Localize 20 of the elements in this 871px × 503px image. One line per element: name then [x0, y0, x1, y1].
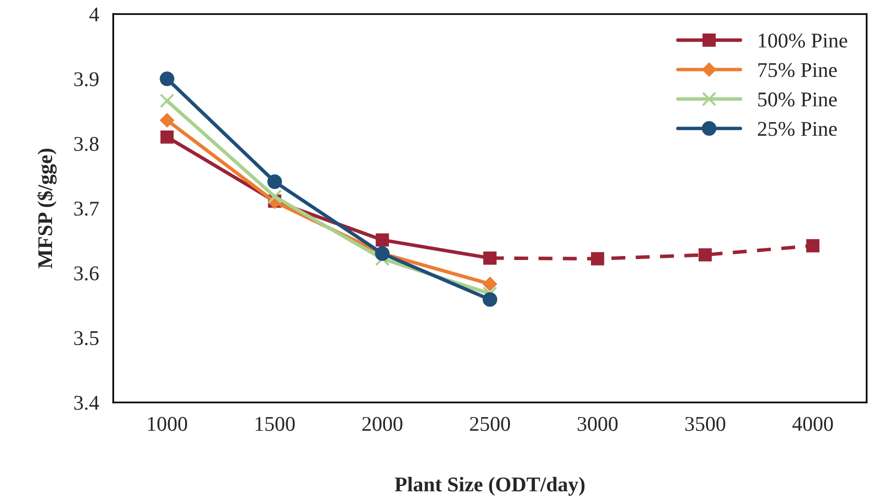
x-tick-label: 3000 — [578, 416, 618, 431]
legend-label: 100% Pine — [758, 34, 848, 48]
y-tick-label: 3.8 — [74, 136, 99, 152]
y-axis-title: MFSP ($/gge) — [36, 148, 57, 268]
y-tick-label: 3.9 — [74, 72, 98, 86]
x-tick-label: 4000 — [792, 416, 833, 431]
y-tick-label: 3.7 — [74, 202, 99, 216]
y-tick-label: 3.4 — [74, 396, 100, 410]
legend-label: 25% Pine — [758, 122, 837, 136]
legend-label: 50% Pine — [758, 92, 837, 107]
x-tick-label: 3500 — [685, 416, 726, 431]
x-tick-label: 1000 — [148, 416, 188, 431]
y-tick-label: 3.6 — [74, 266, 99, 280]
x-axis-title: Plant Size (ODT/day) — [394, 476, 585, 496]
y-tick-label: 3.5 — [74, 331, 99, 346]
legend-label: 75% Pine — [758, 63, 837, 78]
x-tick-label: 2500 — [470, 416, 510, 431]
x-tick-label: 2000 — [362, 416, 402, 431]
y-tick-label: 4 — [89, 8, 100, 22]
x-tick-label: 1500 — [256, 416, 295, 431]
